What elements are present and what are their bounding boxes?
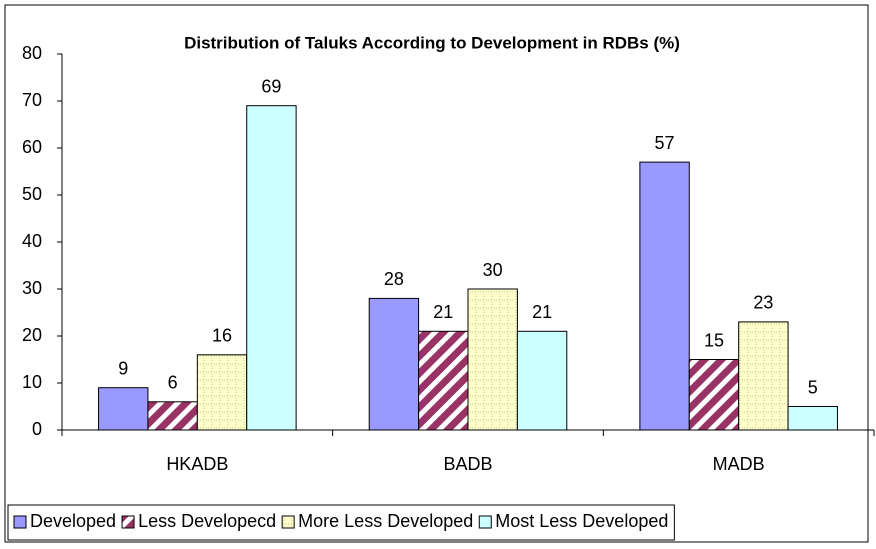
legend: Developed Less Developecd More Less Develo… [7,504,675,541]
bar [688,359,740,431]
y-tick-label: 40 [22,231,42,251]
legend-label: More Less Developed [298,511,473,531]
x-tick-label: HKADB [166,454,228,474]
legend-frame [7,504,675,541]
data-label: 28 [384,269,404,289]
data-label: 69 [261,76,281,96]
bar [246,105,297,431]
data-label: 21 [433,302,453,322]
legend-label: Developed [30,511,116,531]
data-label: 16 [212,326,232,346]
y-tick-label: 0 [32,419,42,439]
bar [738,321,789,431]
legend-swatch [13,515,27,529]
data-label: 5 [808,377,818,397]
legend-swatch [281,515,295,529]
data-label: 30 [483,260,503,280]
data-label: 9 [118,358,128,378]
bar [98,387,149,431]
data-label: 23 [753,293,773,313]
legend-label: Most Less Developed [495,511,668,531]
bar [147,401,198,431]
data-label: 6 [168,373,178,393]
y-tick-label: 10 [22,372,42,392]
bar [467,288,518,431]
data-label: 21 [532,302,552,322]
y-tick-label: 50 [22,184,42,204]
bar [418,330,469,431]
data-label: 15 [704,330,724,350]
y-tick-label: 30 [22,278,42,298]
bar [639,161,690,431]
bar [196,354,248,431]
data-label: 57 [655,133,675,153]
legend-label: Less Developecd [138,511,276,531]
bar [516,330,568,431]
bar [368,297,420,431]
y-tick-label: 70 [22,90,42,110]
y-tick-label: 60 [22,137,42,157]
x-tick-label: BADB [443,454,492,474]
y-tick-label: 80 [22,43,42,63]
legend-swatch [121,515,135,529]
y-tick-label: 20 [22,325,42,345]
bar [787,406,838,431]
x-tick-label: MADB [713,454,765,474]
chart-frame [4,4,869,543]
chart-title: Distribution of Taluks According to Deve… [184,33,680,52]
legend-swatch [478,515,492,529]
